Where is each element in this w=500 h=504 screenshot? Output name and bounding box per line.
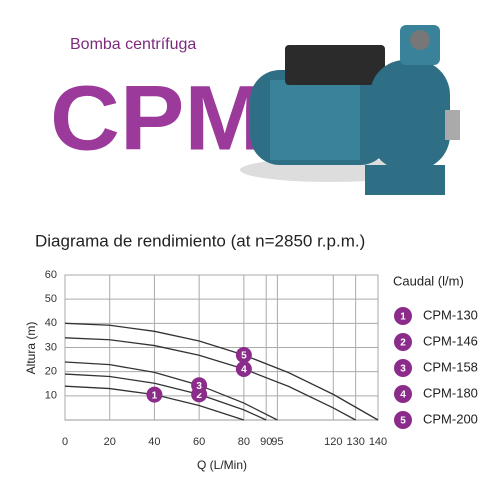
pump-curve xyxy=(64,373,267,421)
x-tick-label: 40 xyxy=(148,436,160,448)
y-tick-label: 10 xyxy=(45,390,57,402)
y-tick-label: 40 xyxy=(45,317,57,329)
curve-badge-label: 5 xyxy=(241,351,247,362)
legend-label: CPM-158 xyxy=(423,359,478,374)
x-tick-label: 130 xyxy=(346,436,364,448)
pump-curve xyxy=(64,322,379,421)
x-tick-label: 0 xyxy=(62,436,68,448)
legend-badge-label: 3 xyxy=(400,364,406,375)
legend-label: CPM-130 xyxy=(423,307,478,322)
legend-badge xyxy=(394,333,412,351)
curve-badge-label: 4 xyxy=(241,365,247,376)
chart-title: Diagrama de rendimiento (at n=2850 r.p.m… xyxy=(35,231,365,250)
curve-badge-label: 2 xyxy=(196,390,202,401)
pump-curve xyxy=(64,337,356,421)
curve-badge xyxy=(146,386,163,403)
subtitle: Bomba centrífuga xyxy=(70,36,196,53)
x-tick-label: 140 xyxy=(369,436,387,448)
pump-illustration xyxy=(240,25,460,195)
legend-badge-label: 1 xyxy=(400,312,406,323)
y-tick-label: 30 xyxy=(45,341,57,353)
legend-badge-label: 2 xyxy=(400,338,406,349)
curve-badge xyxy=(235,361,252,378)
x-axis-label: Q (L/Min) xyxy=(197,458,247,472)
y-axis-label: Altura (m) xyxy=(24,322,38,375)
legend-badge xyxy=(394,359,412,377)
x-tick-label: 20 xyxy=(104,436,116,448)
legend-badge-label: 4 xyxy=(400,390,406,401)
brand-title: CPM xyxy=(50,67,265,169)
pump-curve xyxy=(64,361,278,421)
legend-badge xyxy=(394,307,412,325)
x-tick-label: 90 xyxy=(260,436,272,448)
legend-badge-label: 5 xyxy=(400,416,406,427)
x-tick-label: 120 xyxy=(324,436,342,448)
curve-badge xyxy=(191,377,208,394)
legend-title: Caudal (l/m) xyxy=(393,273,464,288)
x-tick-label: 95 xyxy=(271,436,283,448)
legend-label: CPM-200 xyxy=(423,411,478,426)
y-tick-label: 50 xyxy=(45,293,57,305)
legend-label: CPM-146 xyxy=(423,333,478,348)
curve-badge-label: 1 xyxy=(152,390,158,401)
y-tick-label: 20 xyxy=(45,366,57,378)
legend-badge xyxy=(394,385,412,403)
curve-badge-label: 3 xyxy=(196,381,202,392)
curve-badge xyxy=(235,346,252,363)
y-tick-label: 60 xyxy=(45,269,57,281)
x-tick-label: 80 xyxy=(238,436,250,448)
x-tick-label: 60 xyxy=(193,436,205,448)
legend-badge xyxy=(394,411,412,429)
legend-label: CPM-180 xyxy=(423,385,478,400)
